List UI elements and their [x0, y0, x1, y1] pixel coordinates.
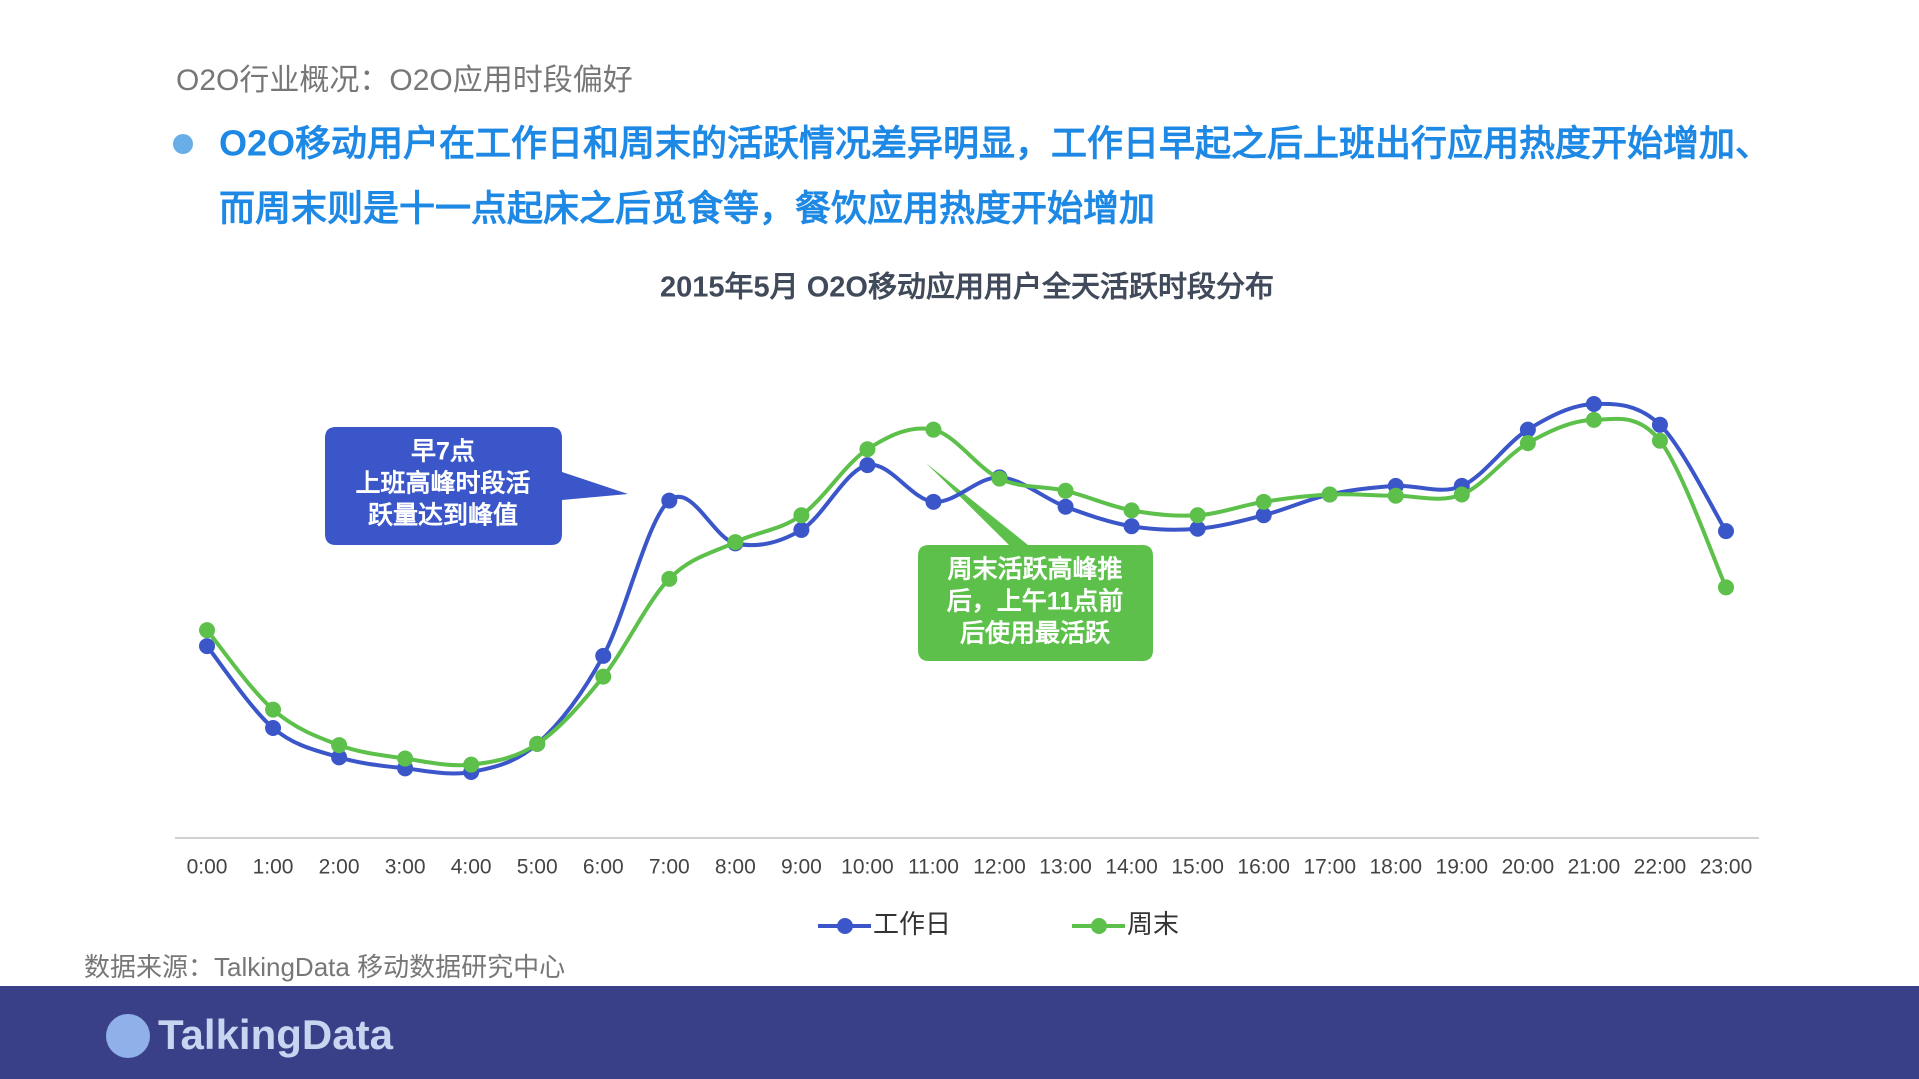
callout-text: 周末活跃高峰推	[947, 555, 1122, 584]
x-tick-label: 8:00	[715, 856, 756, 879]
x-tick-label: 13:00	[1039, 856, 1092, 879]
data-point	[595, 647, 612, 664]
bullet-text: 而周末则是十一点起床之后觅食等，餐饮应用热度开始增加	[219, 188, 1155, 229]
data-point	[1123, 518, 1140, 535]
callout-text: 跃量达到峰值	[368, 501, 518, 530]
x-tick-label: 3:00	[385, 856, 426, 879]
page-title: O2O行业概况：O2O应用时段偏好	[176, 64, 633, 97]
data-point	[727, 534, 744, 551]
data-point	[661, 570, 678, 587]
data-point	[595, 668, 612, 685]
x-tick-label: 20:00	[1502, 856, 1555, 879]
callout-text: 早7点	[411, 438, 475, 466]
callout-box	[918, 463, 1153, 661]
bullet-dot	[173, 134, 193, 154]
chart-title: 2015年5月 O2O移动应用用户全天活跃时段分布	[660, 270, 1274, 304]
data-point	[1057, 498, 1074, 515]
legend-marker	[1091, 918, 1107, 934]
logo-text: TalkingData	[158, 1011, 394, 1058]
data-point	[1519, 421, 1536, 438]
x-tick-label: 16:00	[1237, 856, 1290, 879]
x-tick-label: 21:00	[1568, 856, 1621, 879]
data-point	[661, 492, 678, 509]
data-point	[199, 622, 215, 639]
x-tick-label: 17:00	[1303, 856, 1356, 879]
data-point	[793, 521, 810, 538]
x-tick-label: 22:00	[1634, 856, 1687, 879]
data-point	[1718, 579, 1734, 596]
footer-band	[0, 986, 1919, 1079]
data-point	[1123, 502, 1140, 519]
x-tick-label: 14:00	[1105, 856, 1158, 879]
callout-text: 后使用最活跃	[960, 619, 1111, 648]
data-point	[1189, 520, 1206, 537]
x-tick-label: 0:00	[187, 856, 228, 879]
x-tick-label: 12:00	[973, 856, 1026, 879]
data-point	[1453, 486, 1470, 503]
data-point	[1519, 435, 1536, 452]
callout-box	[325, 427, 628, 545]
logo-icon	[106, 1014, 150, 1058]
data-point	[265, 701, 282, 718]
legend-label: 周末	[1127, 909, 1179, 939]
data-point	[1585, 396, 1602, 413]
x-tick-label: 1:00	[253, 856, 294, 879]
callout-text: 上班高峰时段活	[355, 469, 530, 498]
x-tick-label: 15:00	[1171, 856, 1224, 879]
data-point	[793, 507, 810, 524]
data-point	[1255, 507, 1272, 524]
x-tick-label: 2:00	[319, 856, 360, 879]
data-point	[397, 750, 414, 767]
callout-text: 后，上午11点前	[947, 587, 1123, 616]
data-point	[1651, 416, 1668, 433]
x-tick-label: 23:00	[1700, 856, 1753, 879]
data-point	[1387, 487, 1404, 504]
legend-marker	[837, 918, 853, 934]
x-tick-label: 6:00	[583, 856, 624, 879]
bullet-text: O2O移动用户在工作日和周末的活跃情况差异明显，工作日早起之后上班出行应用热度开…	[219, 123, 1771, 164]
x-tick-label: 9:00	[781, 856, 822, 879]
data-point	[1585, 411, 1602, 428]
legend-label: 工作日	[873, 909, 951, 939]
data-point	[859, 457, 876, 474]
data-point	[1189, 507, 1206, 524]
x-tick-label: 4:00	[451, 856, 492, 879]
data-point	[1651, 432, 1668, 449]
source-note: 数据来源：TalkingData 移动数据研究中心	[84, 952, 565, 982]
data-point	[859, 441, 876, 458]
data-point	[331, 737, 348, 754]
data-point	[199, 638, 215, 655]
data-point	[463, 756, 480, 773]
x-tick-label: 7:00	[649, 856, 690, 879]
x-tick-label: 10:00	[841, 856, 894, 879]
data-point	[529, 735, 546, 752]
x-tick-label: 5:00	[517, 856, 558, 879]
data-point	[1255, 493, 1272, 510]
data-point	[925, 421, 942, 438]
x-tick-label: 11:00	[908, 856, 959, 879]
data-point	[331, 749, 348, 766]
x-tick-label: 18:00	[1370, 856, 1423, 879]
data-point	[991, 470, 1008, 487]
data-point	[1718, 523, 1734, 540]
data-point	[265, 719, 282, 736]
data-point	[1321, 486, 1338, 503]
x-tick-label: 19:00	[1436, 856, 1489, 879]
data-point	[925, 493, 942, 510]
data-point	[1057, 482, 1074, 499]
